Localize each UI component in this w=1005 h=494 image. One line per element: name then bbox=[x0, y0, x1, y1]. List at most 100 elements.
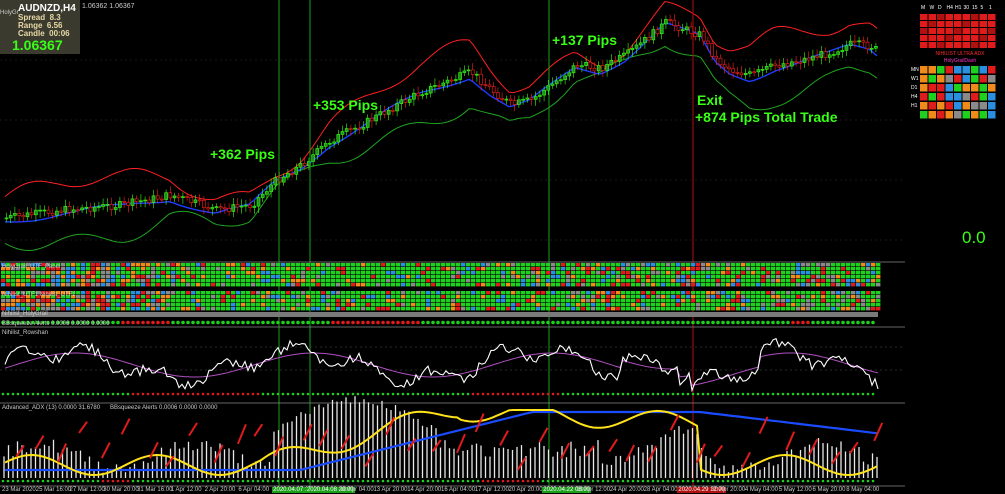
heatmap-cell bbox=[816, 291, 821, 295]
candle-body bbox=[50, 212, 55, 216]
heatmap-cell bbox=[291, 307, 296, 311]
heatmap-cell bbox=[56, 275, 61, 279]
candle-body bbox=[827, 54, 832, 58]
heatmap-cell bbox=[816, 299, 821, 303]
candle-body bbox=[256, 197, 261, 207]
heatmap-cell bbox=[456, 303, 461, 307]
heatmap-cell bbox=[156, 263, 161, 267]
heatmap-cell bbox=[841, 279, 846, 283]
heatmap-cell bbox=[561, 267, 566, 271]
heatmap-cell bbox=[271, 263, 276, 267]
heatmap-cell bbox=[86, 299, 91, 303]
rsi-dot bbox=[791, 392, 795, 396]
rsi-dot bbox=[626, 392, 630, 396]
rsi-dot bbox=[571, 392, 575, 396]
signal-dot bbox=[236, 320, 240, 325]
heatmap-cell bbox=[596, 307, 601, 311]
spread-value: 8.3 bbox=[49, 13, 61, 22]
adx-dot bbox=[106, 479, 110, 483]
candle-body bbox=[265, 191, 269, 195]
heatmap-cell bbox=[851, 299, 856, 303]
heatmap-cell bbox=[831, 295, 836, 299]
candle-body bbox=[622, 52, 626, 56]
heatmap-cell bbox=[106, 291, 111, 295]
heatmap-cell bbox=[331, 271, 336, 275]
signal-dot bbox=[481, 320, 485, 325]
heatmap-cell bbox=[271, 275, 276, 279]
heatmap-cell bbox=[331, 303, 336, 307]
heatmap-cell bbox=[36, 271, 41, 275]
heatmap-cell bbox=[66, 303, 71, 307]
heatmap-cell bbox=[106, 263, 111, 267]
rsi-dot bbox=[746, 392, 750, 396]
heatmap-cell bbox=[306, 291, 311, 295]
heatmap-cell bbox=[191, 307, 196, 311]
heatmap-cell bbox=[386, 275, 391, 279]
heatmap-cell bbox=[341, 279, 346, 283]
signal-dot bbox=[501, 320, 505, 325]
heatmap-cell bbox=[471, 291, 476, 295]
candle-body bbox=[563, 75, 567, 81]
heatmap-cell bbox=[101, 271, 106, 275]
heatmap-cell bbox=[96, 267, 101, 271]
heatmap-cell bbox=[376, 283, 381, 287]
adx-dot bbox=[211, 479, 215, 483]
heatmap-cell bbox=[211, 303, 216, 307]
heatmap-cell bbox=[111, 267, 116, 271]
heatmap-cell bbox=[131, 295, 136, 299]
heatmap-cell bbox=[276, 295, 281, 299]
heatmap-cell bbox=[706, 291, 711, 295]
rsi-dot bbox=[326, 392, 330, 396]
adx-dot bbox=[251, 479, 255, 483]
heatmap-cell bbox=[101, 291, 106, 295]
signal-dot bbox=[181, 320, 185, 325]
heatmap-cell bbox=[866, 263, 871, 267]
heatmap-cell bbox=[796, 299, 801, 303]
heatmap-cell bbox=[596, 283, 601, 287]
heatmap-cell bbox=[626, 299, 631, 303]
heatmap-cell bbox=[731, 291, 736, 295]
heatmap-cell bbox=[831, 263, 836, 267]
heatmap-cell bbox=[481, 307, 486, 311]
signal-dot bbox=[561, 320, 565, 325]
pips-annotation-3: +137 Pips bbox=[552, 32, 617, 48]
heatmap-cell bbox=[476, 295, 481, 299]
adx-dot bbox=[791, 479, 795, 483]
heatmap-cell bbox=[511, 279, 516, 283]
heatmap-cell bbox=[311, 291, 316, 295]
candle-body bbox=[386, 109, 391, 115]
heatmap-cell bbox=[266, 263, 271, 267]
heatmap-cell bbox=[761, 307, 766, 311]
candle-body bbox=[714, 55, 719, 59]
signal-dot bbox=[786, 320, 790, 325]
heatmap-cell bbox=[96, 303, 101, 307]
dash-cell bbox=[920, 111, 928, 119]
heatmap-cell bbox=[26, 271, 31, 275]
matrix-cell bbox=[971, 42, 979, 48]
heatmap-cell bbox=[351, 299, 356, 303]
heatmap-cell bbox=[536, 283, 541, 287]
rsi-dot bbox=[551, 392, 555, 396]
heatmap-cell bbox=[586, 299, 591, 303]
heatmap-cell bbox=[406, 271, 411, 275]
heatmap-cell bbox=[421, 303, 426, 307]
heatmap-cell bbox=[851, 303, 856, 307]
heatmap-cell bbox=[656, 291, 661, 295]
heatmap-cell bbox=[311, 275, 316, 279]
candle-body bbox=[806, 57, 811, 61]
heatmap-cell bbox=[256, 279, 261, 283]
heatmap-cell bbox=[46, 271, 51, 275]
heatmap-cell bbox=[251, 307, 256, 311]
adx-dot bbox=[531, 479, 535, 483]
candle-body bbox=[239, 205, 244, 208]
heatmap-cell bbox=[336, 275, 341, 279]
heatmap-cell bbox=[201, 271, 206, 275]
dash-cell bbox=[928, 84, 936, 92]
signal-dot bbox=[651, 320, 655, 325]
heatmap-cell bbox=[656, 267, 661, 271]
heatmap-cell bbox=[116, 279, 121, 283]
adx-dot bbox=[101, 479, 105, 483]
heatmap-cell bbox=[301, 279, 306, 283]
adx-dot bbox=[206, 479, 210, 483]
signal-dot bbox=[391, 320, 395, 325]
